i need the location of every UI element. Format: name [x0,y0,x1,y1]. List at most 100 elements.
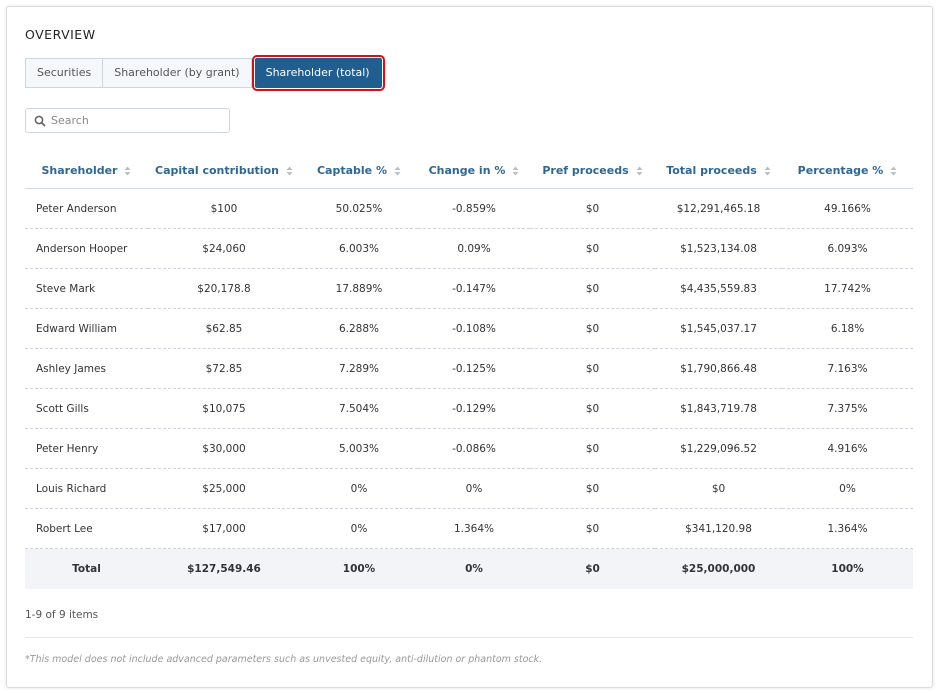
header-row: Shareholder Capital contribution Captable … [25,152,913,189]
column-header[interactable]: Change in % [418,152,530,189]
table-cell: $30,000 [148,428,300,469]
table-cell: 7.289% [300,348,418,389]
table-cell: -0.147% [418,268,530,309]
sort-icon[interactable] [394,166,401,176]
column-header[interactable]: Shareholder [25,152,148,189]
table-cell: $1,545,037.17 [655,308,782,349]
tab[interactable]: Securities [25,58,104,88]
table-cell: Anderson Hooper [25,228,148,269]
column-header-label: Captable % [316,163,387,177]
column-header[interactable]: Percentage % [782,152,913,189]
table-cell: $1,790,866.48 [655,348,782,389]
table-cell: $0 [530,268,655,309]
table-cell: $62.85 [148,308,300,349]
table-row: Scott Gills $10,075 7.504% -0.129% $0 $1,843,… [25,388,913,429]
table-cell: 0% [300,468,418,509]
overview-card [6,6,933,688]
sort-icon[interactable] [124,166,131,176]
table-cell: Ashley James [25,348,148,389]
column-header-label: Shareholder [41,163,118,177]
table-cell: $0 [530,508,655,549]
table-cell: $72.85 [148,348,300,389]
table-row: Peter Anderson $100 50.025% -0.859% $0 $12,29… [25,188,913,229]
column-header[interactable]: Captable % [300,152,418,189]
table-row: Louis Richard $25,000 0% 0% $0 $0 0% [25,468,913,509]
table-cell: 7.375% [782,388,913,429]
table-row: Steve Mark $20,178.8 17.889% -0.147% $0 $4,43… [25,268,913,309]
table-cell: Robert Lee [25,508,148,549]
column-header-label: Change in % [428,163,506,177]
table-cell: $1,523,134.08 [655,228,782,269]
table-cell: $10,075 [148,388,300,429]
tab[interactable]: Shareholder (by grant) [103,58,252,88]
column-header-label: Pref proceeds [542,163,629,177]
table-cell: 49.166% [782,188,913,229]
table-cell: Louis Richard [25,468,148,509]
tab-bar: Securities Shareholder (by grant) Sharehol… [25,55,385,91]
table-cell: Edward William [25,308,148,349]
total-cell: $127,549.46 [148,548,300,589]
total-cell: 100% [300,548,418,589]
table-cell: $0 [530,468,655,509]
table-cell: $341,120.98 [655,508,782,549]
total-cell: Total [25,548,148,589]
table-cell: 6.003% [300,228,418,269]
sort-icon[interactable] [890,166,897,176]
divider [25,637,913,638]
column-header[interactable]: Total proceeds [655,152,782,189]
total-cell: $25,000,000 [655,548,782,589]
table-cell: 6.093% [782,228,913,269]
sort-icon[interactable] [764,166,771,176]
search-box[interactable]: Search [25,108,230,133]
table-cell: $17,000 [148,508,300,549]
table-cell: 17.889% [300,268,418,309]
sort-icon[interactable] [286,166,293,176]
table-row: Anderson Hooper $24,060 6.003% 0.09% $0 $1,52… [25,228,913,269]
table-cell: 0% [300,508,418,549]
table-cell: $4,435,559.83 [655,268,782,309]
table-cell: $0 [530,228,655,269]
table-cell: -0.086% [418,428,530,469]
table-cell: 7.504% [300,388,418,429]
sort-icon[interactable] [512,166,519,176]
table-row: Ashley James $72.85 7.289% -0.125% $0 $1,790,… [25,348,913,389]
column-header-label: Percentage % [797,163,884,177]
table-cell: $100 [148,188,300,229]
table-cell: -0.125% [418,348,530,389]
table-cell: 50.025% [300,188,418,229]
footnote: *This model does not include advanced pa… [25,654,543,665]
column-header[interactable]: Pref proceeds [530,152,655,189]
search-placeholder: Search [51,114,89,127]
table-cell: Peter Anderson [25,188,148,229]
total-row: Total $127,549.46 100% 0% $0 $25,000,000 100% [25,548,913,589]
sort-icon[interactable] [636,166,643,176]
table-cell: $1,843,719.78 [655,388,782,429]
table-cell: Steve Mark [25,268,148,309]
column-header-label: Total proceeds [666,163,757,177]
total-cell: 0% [418,548,530,589]
table-cell: $24,060 [148,228,300,269]
table-cell: $0 [530,308,655,349]
table-cell: 0.09% [418,228,530,269]
table-cell: $0 [530,348,655,389]
table-cell: 17.742% [782,268,913,309]
column-header[interactable]: Capital contribution [148,152,300,189]
table-cell: 5.003% [300,428,418,469]
table-row: Peter Henry $30,000 5.003% -0.086% $0 $1,229,… [25,428,913,469]
section-title: OVERVIEW [25,27,96,42]
table-cell: $12,291,465.18 [655,188,782,229]
column-header-label: Capital contribution [155,163,279,177]
table-cell: 1.364% [782,508,913,549]
tab[interactable]: Shareholder (total) [251,55,385,91]
table-cell: $0 [530,188,655,229]
table-row: Edward William $62.85 6.288% -0.108% $0 $1,54… [25,308,913,349]
table-cell: $20,178.8 [148,268,300,309]
table-cell: 6.18% [782,308,913,349]
table-row: Robert Lee $17,000 0% 1.364% $0 $341,120.98 1.… [25,508,913,549]
table-cell: 0% [418,468,530,509]
table-cell: 4.916% [782,428,913,469]
table-cell: 0% [782,468,913,509]
table-cell: Peter Henry [25,428,148,469]
overview-table: Shareholder Capital contribution Captable … [25,152,913,589]
